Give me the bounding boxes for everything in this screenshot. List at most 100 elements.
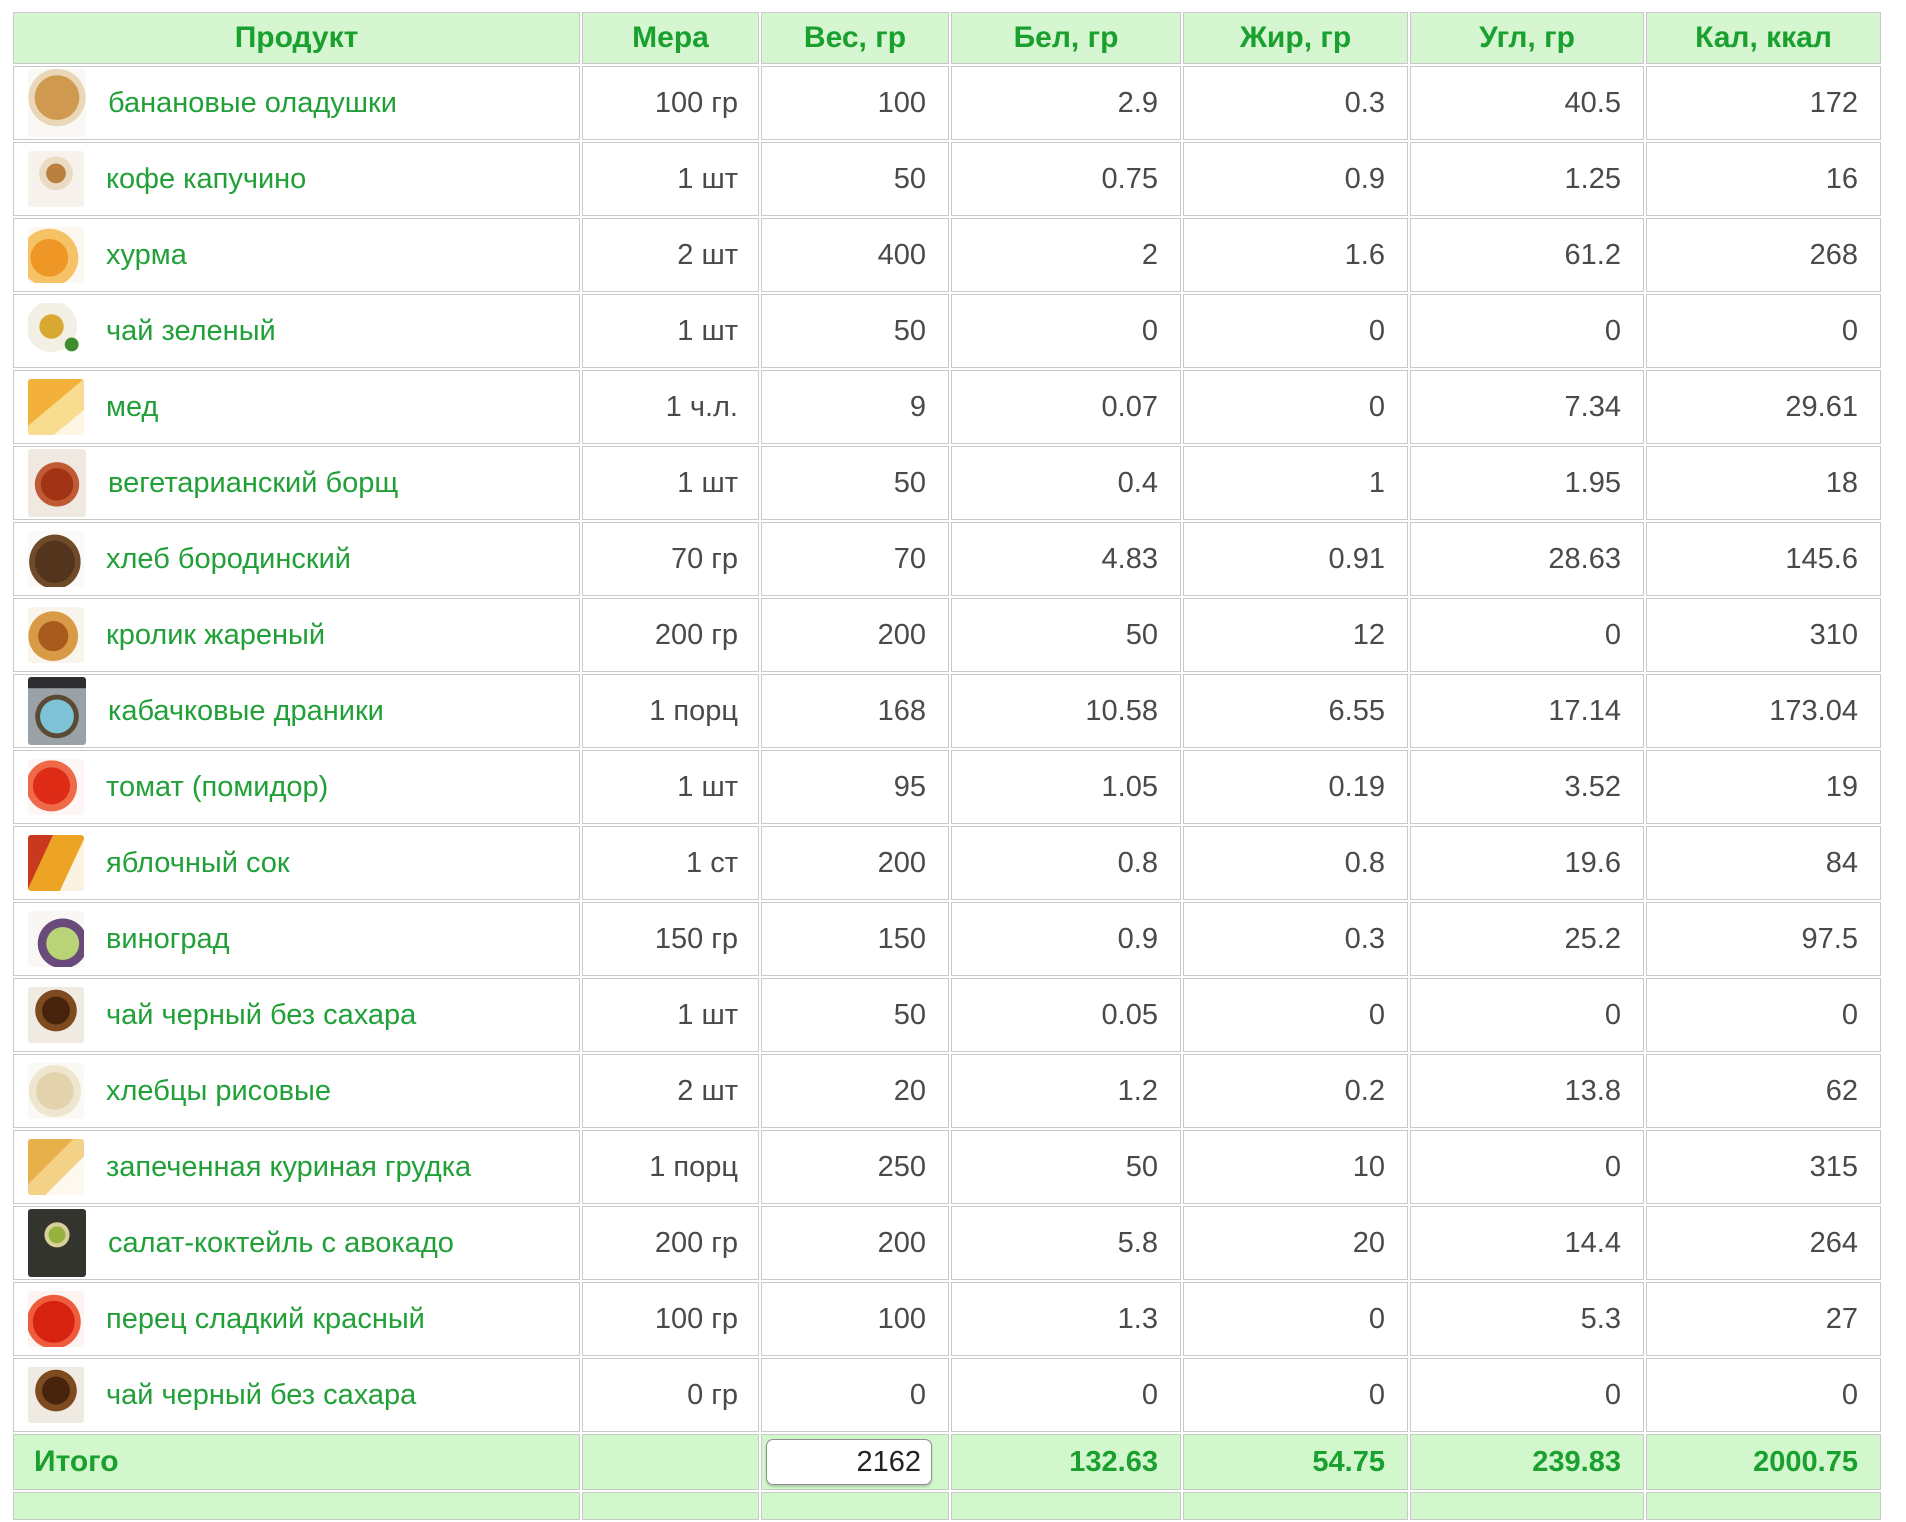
totals-row: Итого 132.63 54.75 239.83 2000.75	[13, 1434, 1881, 1490]
weight-cell: 200	[761, 826, 949, 900]
product-link[interactable]: кролик жареный	[106, 618, 326, 651]
fat-cell: 0	[1183, 370, 1408, 444]
kcal-cell: 0	[1646, 294, 1881, 368]
column-header-carbs: Угл, гр	[1410, 12, 1644, 64]
borodinsky-bread-image	[28, 531, 84, 587]
header-row: Продукт Мера Вес, гр Бел, гр Жир, гр Угл…	[13, 12, 1881, 64]
carbs-cell: 13.8	[1410, 1054, 1644, 1128]
protein-cell: 0	[951, 294, 1181, 368]
black-tea-image	[28, 1367, 84, 1423]
table-row: яблочный сок 1 ст 200 0.8 0.8 19.6 84	[13, 826, 1881, 900]
table-row: мед 1 ч.л. 9 0.07 0 7.34 29.61	[13, 370, 1881, 444]
table-row: чай черный без сахара 1 шт 50 0.05 0 0 0	[13, 978, 1881, 1052]
protein-cell: 2.9	[951, 66, 1181, 140]
measure-cell: 200 гр	[582, 1206, 759, 1280]
product-link[interactable]: банановые оладушки	[108, 86, 397, 119]
product-link[interactable]: салат-коктейль с авокадо	[108, 1226, 454, 1259]
carbs-cell: 3.52	[1410, 750, 1644, 824]
table-row: хурма 2 шт 400 2 1.6 61.2 268	[13, 218, 1881, 292]
red-pepper-image	[28, 1291, 84, 1347]
carbs-cell: 40.5	[1410, 66, 1644, 140]
grapes-image	[28, 911, 84, 967]
product-link[interactable]: чай зеленый	[106, 314, 276, 347]
protein-cell: 1.05	[951, 750, 1181, 824]
rice-crackers-image	[28, 1063, 84, 1119]
table-row: виноград 150 гр 150 0.9 0.3 25.2 97.5	[13, 902, 1881, 976]
table-row: вегетарианский борщ 1 шт 50 0.4 1 1.95 1…	[13, 446, 1881, 520]
kcal-cell: 18	[1646, 446, 1881, 520]
product-link[interactable]: томат (помидор)	[106, 770, 329, 803]
protein-cell: 1.2	[951, 1054, 1181, 1128]
table-row: кабачковые драники 1 порц 168 10.58 6.55…	[13, 674, 1881, 748]
chicken-breast-image	[28, 1139, 84, 1195]
fat-cell: 0.91	[1183, 522, 1408, 596]
table-row: томат (помидор) 1 шт 95 1.05 0.19 3.52 1…	[13, 750, 1881, 824]
measure-cell: 1 порц	[582, 1130, 759, 1204]
product-link[interactable]: чай черный без сахара	[106, 1378, 417, 1411]
borscht-image	[28, 449, 86, 517]
product-link[interactable]: перец сладкий красный	[106, 1302, 425, 1335]
fat-cell: 20	[1183, 1206, 1408, 1280]
totals-weight-cell	[761, 1434, 949, 1490]
green-tea-image	[28, 303, 84, 359]
measure-cell: 1 шт	[582, 142, 759, 216]
column-header-calories: Кал, ккал	[1646, 12, 1881, 64]
product-link[interactable]: хурма	[106, 238, 187, 271]
weight-cell: 400	[761, 218, 949, 292]
fat-cell: 1.6	[1183, 218, 1408, 292]
fat-cell: 0.2	[1183, 1054, 1408, 1128]
measure-cell: 100 гр	[582, 66, 759, 140]
table-row: хлебцы рисовые 2 шт 20 1.2 0.2 13.8 62	[13, 1054, 1881, 1128]
product-link[interactable]: кофе капучино	[106, 162, 307, 195]
tomato-image	[28, 759, 84, 815]
measure-cell: 1 шт	[582, 294, 759, 368]
weight-cell: 250	[761, 1130, 949, 1204]
product-link[interactable]: кабачковые драники	[108, 694, 384, 727]
carbs-cell: 0	[1410, 1358, 1644, 1432]
product-link[interactable]: хлеб бородинский	[106, 542, 351, 575]
protein-cell: 0.9	[951, 902, 1181, 976]
column-header-measure: Мера	[582, 12, 759, 64]
product-link[interactable]: яблочный сок	[106, 846, 290, 879]
fat-cell: 1	[1183, 446, 1408, 520]
weight-cell: 70	[761, 522, 949, 596]
table-row: перец сладкий красный 100 гр 100 1.3 0 5…	[13, 1282, 1881, 1356]
product-link[interactable]: чай черный без сахара	[106, 998, 417, 1031]
protein-cell: 0.75	[951, 142, 1181, 216]
kcal-cell: 145.6	[1646, 522, 1881, 596]
protein-cell: 50	[951, 1130, 1181, 1204]
product-link[interactable]: вегетарианский борщ	[108, 466, 399, 499]
column-header-product: Продукт	[13, 12, 580, 64]
banana-pancakes-image	[28, 69, 86, 137]
fat-cell: 0	[1183, 1282, 1408, 1356]
table-row: чай зеленый 1 шт 50 0 0 0 0	[13, 294, 1881, 368]
carbs-cell: 28.63	[1410, 522, 1644, 596]
carbs-cell: 61.2	[1410, 218, 1644, 292]
carbs-cell: 0	[1410, 1130, 1644, 1204]
total-weight-input[interactable]	[766, 1439, 932, 1485]
carbs-cell: 1.95	[1410, 446, 1644, 520]
carbs-cell: 0	[1410, 294, 1644, 368]
apple-juice-image	[28, 835, 84, 891]
measure-cell: 100 гр	[582, 1282, 759, 1356]
kcal-cell: 173.04	[1646, 674, 1881, 748]
kcal-cell: 268	[1646, 218, 1881, 292]
totals-measure-cell	[582, 1434, 759, 1490]
fat-cell: 12	[1183, 598, 1408, 672]
protein-cell: 50	[951, 598, 1181, 672]
fat-cell: 0	[1183, 1358, 1408, 1432]
carbs-cell: 14.4	[1410, 1206, 1644, 1280]
column-header-weight: Вес, гр	[761, 12, 949, 64]
kcal-cell: 172	[1646, 66, 1881, 140]
product-link[interactable]: хлебцы рисовые	[106, 1074, 332, 1107]
totals-carbs: 239.83	[1410, 1434, 1644, 1490]
black-tea-image	[28, 987, 84, 1043]
fat-cell: 0.8	[1183, 826, 1408, 900]
product-link[interactable]: виноград	[106, 922, 230, 955]
measure-cell: 1 шт	[582, 446, 759, 520]
weight-cell: 9	[761, 370, 949, 444]
carbs-cell: 25.2	[1410, 902, 1644, 976]
measure-cell: 150 гр	[582, 902, 759, 976]
product-link[interactable]: запеченная куриная грудка	[106, 1150, 472, 1183]
product-link[interactable]: мед	[106, 390, 159, 423]
